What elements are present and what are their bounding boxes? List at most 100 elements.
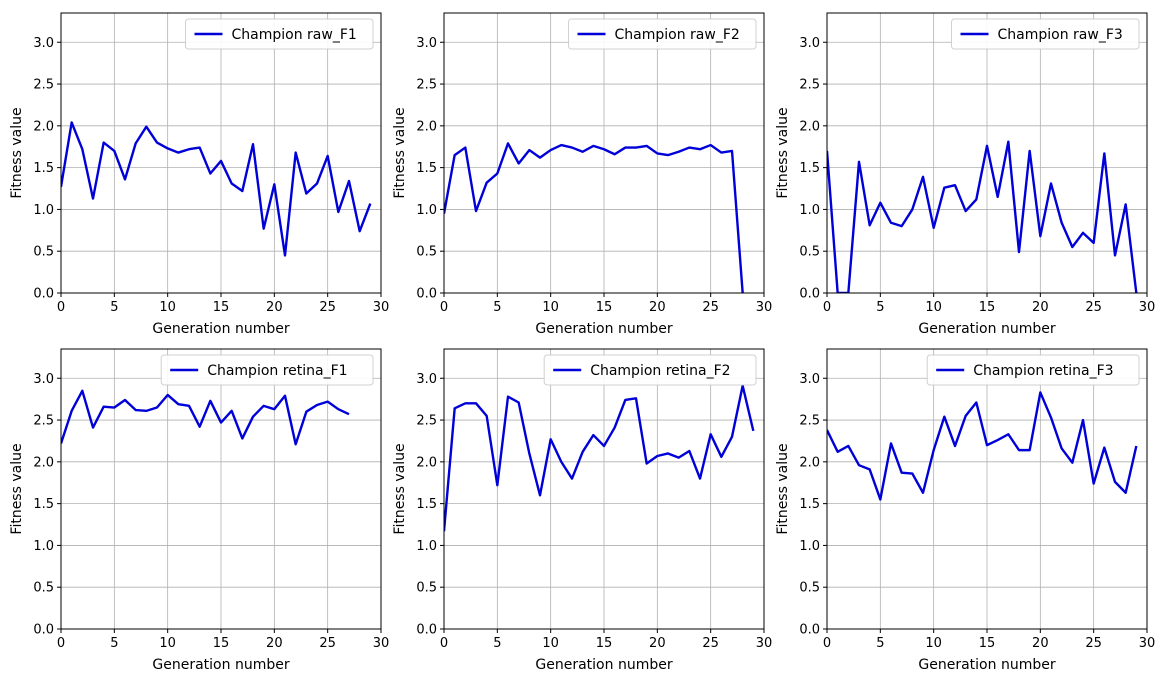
legend-box (951, 18, 1140, 50)
x-tick-label: 10 (925, 636, 942, 651)
y-tick-label: 0.5 (799, 581, 820, 596)
x-tick-label: 25 (319, 636, 336, 651)
y-tick-label: 2.0 (33, 455, 54, 470)
y-tick-label: 2.5 (799, 78, 820, 93)
y-tick-label: 2.5 (33, 78, 54, 93)
x-tick-label: 20 (266, 636, 283, 651)
y-tick-label: 2.0 (799, 455, 820, 470)
x-tick-label: 25 (702, 636, 719, 651)
x-axis-label: Generation number (918, 657, 1055, 673)
x-tick-label: 0 (823, 636, 831, 651)
y-tick-label: 0.0 (799, 287, 820, 302)
y-tick-label: 1.5 (416, 161, 437, 176)
y-tick-label: 0.5 (416, 245, 437, 260)
y-tick-label: 1.0 (799, 203, 820, 218)
x-tick-label: 30 (1139, 300, 1156, 315)
y-tick-label: 3.0 (799, 36, 820, 51)
legend-box (543, 354, 757, 386)
legend-label: Champion retina_F2 (590, 363, 730, 379)
x-tick-label: 5 (493, 300, 501, 315)
x-tick-label: 30 (1139, 636, 1156, 651)
legend-label: Champion raw_F2 (615, 27, 740, 43)
x-tick-label: 5 (876, 636, 884, 651)
x-tick-label: 25 (319, 300, 336, 315)
x-tick-label: 20 (1032, 636, 1049, 651)
x-tick-label: 30 (756, 300, 773, 315)
series-line (61, 121, 372, 257)
x-tick-label: 20 (649, 300, 666, 315)
x-tick-label: 15 (213, 300, 230, 315)
x-tick-label: 25 (1085, 636, 1102, 651)
y-tick-label: 0.0 (799, 623, 820, 638)
x-axis-label: Generation number (152, 321, 289, 337)
y-axis-label: Fitness value (9, 443, 25, 534)
x-tick-label: 10 (925, 300, 942, 315)
y-tick-label: 1.5 (416, 497, 437, 512)
x-tick-label: 20 (649, 636, 666, 651)
y-tick-label: 2.5 (416, 414, 437, 429)
y-tick-label: 2.0 (416, 455, 437, 470)
x-tick-label: 5 (876, 300, 884, 315)
x-tick-label: 0 (440, 636, 448, 651)
y-tick-label: 1.5 (799, 497, 820, 512)
x-tick-label: 30 (756, 636, 773, 651)
y-tick-label: 1.0 (416, 539, 437, 554)
y-tick-label: 2.0 (33, 119, 54, 134)
y-tick-label: 2.0 (799, 119, 820, 134)
x-tick-label: 15 (979, 300, 996, 315)
y-tick-label: 3.0 (33, 36, 54, 51)
y-tick-label: 0.5 (33, 581, 54, 596)
y-tick-label: 0.0 (33, 623, 54, 638)
x-tick-label: 20 (1032, 300, 1049, 315)
subplot-3: 0 5 10 15 20 25 30 0.0 0.5 1.0 1.5 2.0 2.5 3.0 Generat… (775, 12, 1156, 337)
y-tick-label: 3.0 (416, 36, 437, 51)
x-tick-label: 0 (57, 636, 65, 651)
x-tick-label: 10 (159, 300, 176, 315)
legend: Champion raw_F3 (951, 18, 1140, 50)
x-tick-label: 0 (440, 300, 448, 315)
y-tick-label: 2.5 (799, 414, 820, 429)
x-tick-label: 20 (266, 300, 283, 315)
subplot-4: 0 5 10 15 20 25 30 0.0 0.5 1.0 1.5 2.0 2.5 3.0 Generat… (9, 348, 389, 673)
series-line (827, 140, 1138, 293)
x-tick-label: 5 (110, 636, 118, 651)
x-tick-label: 10 (159, 636, 176, 651)
x-axis-label: Generation number (918, 321, 1055, 337)
y-tick-label: 0.5 (33, 245, 54, 260)
legend-label: Champion raw_F3 (998, 27, 1123, 43)
legend-box (160, 354, 374, 386)
series-line (444, 142, 744, 293)
x-tick-label: 5 (493, 636, 501, 651)
y-axis-label: Fitness value (775, 107, 791, 198)
x-tick-label: 10 (542, 300, 559, 315)
legend-label: Champion retina_F1 (207, 363, 347, 379)
legend: Champion retina_F3 (926, 354, 1140, 386)
x-tick-label: 25 (702, 300, 719, 315)
subplot-1: 0 5 10 15 20 25 30 0.0 0.5 1.0 1.5 2.0 2.5 3.0 Generat… (9, 12, 390, 337)
legend: Champion retina_F1 (160, 354, 374, 386)
x-tick-label: 15 (979, 636, 996, 651)
series-line (61, 389, 350, 446)
x-tick-label: 0 (823, 300, 831, 315)
y-tick-label: 2.5 (416, 78, 437, 93)
x-tick-label: 15 (213, 636, 230, 651)
y-tick-label: 0.5 (416, 581, 437, 596)
x-tick-label: 30 (373, 300, 390, 315)
y-axis-label: Fitness value (9, 107, 25, 198)
y-tick-label: 1.0 (33, 203, 54, 218)
y-tick-label: 0.0 (416, 623, 437, 638)
y-tick-label: 1.0 (416, 203, 437, 218)
x-tick-label: 0 (57, 300, 65, 315)
x-axis-label: Generation number (535, 321, 672, 337)
legend-box (568, 18, 757, 50)
legend: Champion retina_F2 (543, 354, 757, 386)
y-tick-label: 1.0 (33, 539, 54, 554)
legend-label: Champion retina_F3 (973, 363, 1113, 379)
y-tick-label: 2.5 (33, 414, 54, 429)
x-axis-label: Generation number (535, 657, 672, 673)
x-tick-label: 5 (110, 300, 118, 315)
y-tick-label: 0.0 (416, 287, 437, 302)
y-tick-label: 3.0 (416, 372, 437, 387)
x-tick-label: 10 (542, 636, 559, 651)
